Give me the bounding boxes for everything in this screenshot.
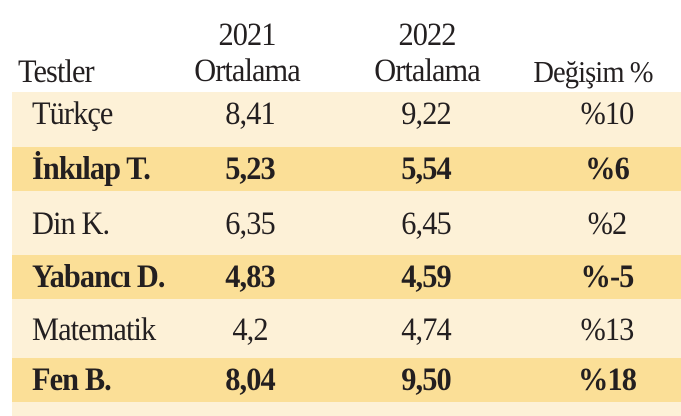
header-2022-label: Ortalama bbox=[374, 53, 481, 89]
table-body: Türkçe 8,41 9,22 %10 İnkılap T. 5,23 5,5… bbox=[12, 92, 681, 416]
table-row: Din K. 6,35 6,45 %2 bbox=[12, 202, 681, 246]
average-2021: 6,35 bbox=[225, 206, 275, 242]
change-percent: %6 bbox=[585, 151, 630, 187]
header-2022-year: 2022 bbox=[398, 17, 456, 53]
change-percent: %18 bbox=[578, 362, 637, 398]
header-testler: Testler bbox=[18, 54, 95, 90]
table-row: Matematik 4,2 4,74 %13 bbox=[12, 308, 681, 352]
average-2022: 6,45 bbox=[401, 206, 451, 242]
table-row: Türkçe 8,41 9,22 %10 bbox=[12, 92, 681, 136]
test-name: Türkçe bbox=[32, 96, 113, 132]
header-2021-label: Ortalama bbox=[194, 53, 301, 89]
table-row: Yabancı D. 4,83 4,59 %-5 bbox=[12, 255, 681, 299]
header-2022-average: 2022 Ortalama bbox=[358, 17, 496, 89]
average-2021: 5,23 bbox=[225, 151, 275, 187]
average-2021: 4,83 bbox=[225, 259, 275, 295]
test-name: Yabancı D. bbox=[32, 259, 165, 295]
average-2021: 8,41 bbox=[225, 96, 275, 132]
table-row: İnkılap T. 5,23 5,54 %6 bbox=[12, 147, 681, 191]
average-2022: 4,74 bbox=[401, 312, 451, 348]
average-2022: 5,54 bbox=[401, 151, 451, 187]
test-name: Fen B. bbox=[32, 362, 112, 398]
table-header: Testler 2021 Ortalama 2022 Ortalama Deği… bbox=[0, 0, 681, 90]
average-2021: 8,04 bbox=[225, 362, 275, 398]
test-name: Din K. bbox=[32, 206, 110, 242]
average-2022: 9,22 bbox=[401, 96, 451, 132]
change-percent: %-5 bbox=[580, 259, 635, 295]
header-change-percent: Değişim % bbox=[533, 54, 653, 89]
header-2021-average: 2021 Ortalama bbox=[178, 17, 316, 89]
average-2022: 9,50 bbox=[401, 362, 451, 398]
average-2021: 4,2 bbox=[232, 312, 268, 348]
table-row: Fen B. 8,04 9,50 %18 bbox=[12, 358, 681, 402]
change-percent: %10 bbox=[580, 96, 635, 132]
header-2021-year: 2021 bbox=[218, 17, 276, 53]
change-percent: %2 bbox=[587, 206, 628, 242]
test-name: Matematik bbox=[32, 312, 156, 348]
average-2022: 4,59 bbox=[401, 259, 451, 295]
test-name: İnkılap T. bbox=[32, 151, 151, 187]
change-percent: %13 bbox=[580, 312, 635, 348]
